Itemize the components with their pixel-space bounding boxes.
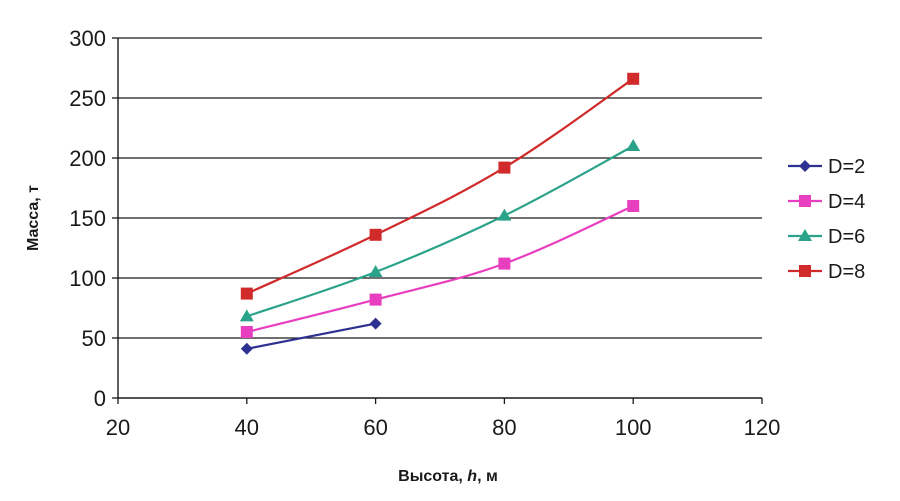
data-point — [497, 208, 512, 221]
series-d-8 — [240, 72, 640, 300]
series-d-6 — [239, 139, 641, 322]
x-tick-label: 80 — [492, 415, 516, 440]
data-point — [240, 326, 253, 338]
legend-label: D=2 — [828, 156, 865, 178]
x-tick-label: 40 — [235, 415, 259, 440]
x-axis-label-unit: , м — [477, 468, 498, 485]
x-axis-label: Высота, h, м — [398, 468, 498, 485]
legend-label: D=4 — [828, 191, 865, 213]
legend-marker — [799, 160, 811, 172]
legend-marker — [799, 195, 811, 207]
data-point — [368, 265, 383, 277]
series-d-4 — [240, 200, 640, 338]
legend-marker — [799, 265, 811, 277]
y-tick-label: 100 — [69, 266, 106, 291]
series-line — [246, 322, 376, 350]
axes — [112, 37, 763, 404]
data-series — [239, 72, 641, 355]
data-point — [369, 317, 382, 330]
y-tick-label: 0 — [94, 386, 106, 411]
y-tick-label: 250 — [69, 86, 106, 111]
y-tick-label: 150 — [69, 206, 106, 231]
series-d-2 — [240, 317, 382, 355]
legend-label: D=8 — [828, 261, 865, 283]
data-point — [627, 72, 640, 85]
y-tick-label: 50 — [82, 326, 106, 351]
legend-item: D=8 — [788, 261, 865, 283]
x-tick-label: 100 — [615, 415, 652, 440]
x-tick-label: 60 — [363, 415, 387, 440]
legend-item: D=2 — [788, 156, 865, 178]
data-point — [498, 257, 511, 270]
data-point — [626, 139, 641, 151]
data-point — [627, 200, 640, 212]
y-axis-label: Масса, т — [25, 185, 42, 251]
data-point — [498, 161, 511, 174]
series-line — [246, 145, 634, 318]
x-tick-label: 120 — [744, 415, 781, 440]
data-point — [240, 287, 253, 300]
y-tick-labels: 0 50 100 150 200 250 300 — [69, 26, 106, 411]
legend-item: D=6 — [788, 226, 865, 248]
data-point — [369, 293, 382, 306]
legend-marker — [798, 229, 812, 241]
series-line — [246, 77, 634, 295]
data-point — [369, 228, 382, 241]
gridlines — [118, 37, 762, 339]
legend: D=2 D=4 D=6 D=8 — [788, 156, 865, 283]
data-point — [239, 309, 254, 322]
legend-label: D=6 — [828, 226, 865, 248]
data-point — [240, 342, 253, 355]
x-axis-label-variable: h — [467, 468, 477, 485]
x-axis-label-prefix: Высота, — [398, 468, 467, 485]
series-line — [246, 204, 634, 334]
legend-item: D=4 — [788, 191, 865, 213]
y-tick-label: 300 — [69, 26, 106, 51]
y-tick-label: 200 — [69, 146, 106, 171]
x-tick-label: 20 — [106, 415, 130, 440]
x-tick-labels: 20 40 60 80 100 120 — [106, 415, 781, 440]
